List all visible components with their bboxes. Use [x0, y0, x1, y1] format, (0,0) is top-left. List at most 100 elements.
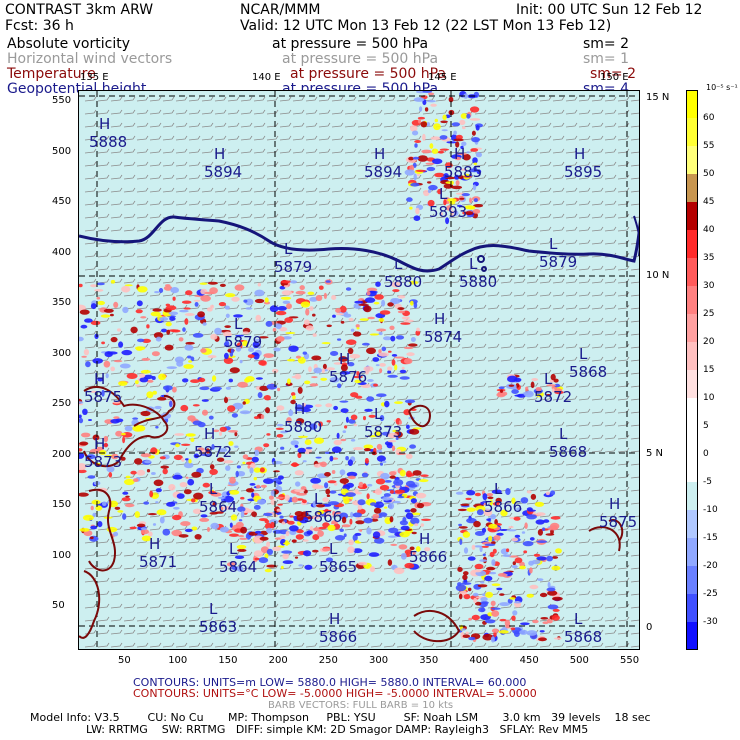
- vorticity-cell: [124, 478, 135, 486]
- wind-barb: [578, 96, 591, 102]
- vorticity-cell: [147, 513, 157, 516]
- wind-barb: [162, 161, 175, 167]
- wind-barb: [97, 343, 110, 349]
- vorticity-cell: [500, 509, 508, 517]
- vorticity-cell: [110, 279, 116, 284]
- vorticity-cell: [397, 496, 405, 499]
- wind-barb: [175, 629, 188, 635]
- vorticity-cell: [82, 408, 88, 415]
- wind-barb: [630, 229, 639, 232]
- vorticity-cell: [253, 477, 257, 481]
- wind-barb: [201, 161, 214, 167]
- vorticity-cell: [552, 608, 560, 612]
- wind-barb: [279, 213, 292, 219]
- wind-barb: [292, 122, 305, 128]
- height-label-value: 5873: [84, 453, 122, 471]
- wind-barb: [500, 213, 513, 219]
- wind-barb: [578, 629, 591, 635]
- wind-barb: [578, 616, 591, 622]
- wind-barb: [474, 96, 487, 102]
- vorticity-cell: [239, 537, 248, 540]
- vorticity-cell: [383, 493, 391, 497]
- wind-barb: [110, 512, 123, 518]
- vorticity-cell: [228, 441, 234, 446]
- vorticity-cell: [324, 472, 331, 477]
- wind-barb: [565, 96, 578, 102]
- vorticity-cell: [347, 459, 353, 467]
- wind-barb: [617, 564, 630, 570]
- wind-barb: [201, 148, 214, 154]
- vorticity-cell: [310, 477, 321, 484]
- vorticity-cell: [474, 492, 481, 497]
- wind-barb: [279, 187, 292, 193]
- wind-barb: [149, 460, 162, 466]
- vorticity-cell: [387, 535, 398, 538]
- wind-barb: [214, 291, 227, 297]
- wind-barb: [227, 629, 240, 635]
- wind-barb: [552, 278, 565, 284]
- wind-barb: [214, 421, 227, 427]
- y-tick-label: 100: [52, 549, 72, 561]
- wind-barb: [227, 252, 240, 258]
- wind-barb: [526, 122, 539, 128]
- wind-barb: [552, 343, 565, 349]
- wind-barb: [266, 226, 279, 232]
- wind-barb: [565, 512, 578, 518]
- wind-barb: [110, 109, 123, 115]
- wind-barb: [526, 187, 539, 193]
- vorticity-cell: [297, 386, 303, 394]
- x-tick-label: 200: [268, 655, 288, 666]
- vorticity-cell: [210, 333, 218, 340]
- wind-barb: [240, 421, 253, 427]
- vorticity-cell: [379, 503, 383, 506]
- wind-barb: [370, 577, 383, 583]
- wind-barb: [552, 421, 565, 427]
- vorticity-cell: [281, 521, 286, 525]
- vorticity-cell: [168, 484, 176, 491]
- vorticity-cell: [161, 328, 167, 333]
- vorticity-cell: [303, 550, 312, 557]
- wind-barb: [422, 460, 435, 466]
- lon-label: 150 E: [600, 72, 629, 83]
- wind-barb: [474, 447, 487, 453]
- wind-barb: [266, 109, 279, 115]
- vorticity-cell: [411, 531, 417, 535]
- wind-barb: [162, 616, 175, 622]
- vorticity-cell: [135, 384, 141, 387]
- vorticity-cell: [460, 503, 470, 506]
- wind-barb: [175, 330, 188, 336]
- vorticity-cell: [280, 280, 291, 284]
- wind-barb: [214, 577, 227, 583]
- wind-barb: [188, 200, 201, 206]
- wind-barb: [227, 538, 240, 544]
- vorticity-cell: [110, 366, 115, 372]
- wind-barb: [357, 135, 370, 141]
- wind-barb: [110, 148, 123, 154]
- wind-barb: [344, 291, 357, 297]
- wind-barb: [214, 369, 227, 375]
- vorticity-cell: [294, 404, 304, 412]
- wind-barb: [448, 603, 461, 609]
- vorticity-cell: [289, 280, 298, 284]
- wind-barb: [344, 161, 357, 167]
- vorticity-cell: [158, 373, 167, 381]
- wind-barb: [383, 239, 396, 245]
- vorticity-cell: [329, 490, 337, 494]
- vorticity-cell: [438, 150, 444, 154]
- wind-barb: [578, 330, 591, 336]
- vorticity-cell: [462, 574, 468, 581]
- colorbar-segment: [686, 202, 698, 230]
- vorticity-cell: [423, 189, 430, 197]
- wind-barb: [84, 603, 97, 609]
- wind-barb: [383, 343, 396, 349]
- wind-barb: [253, 122, 266, 128]
- vorticity-cell: [397, 307, 405, 311]
- vorticity-cell: [79, 414, 82, 419]
- vorticity-cell: [410, 498, 417, 504]
- vorticity-cell: [512, 561, 516, 566]
- vorticity-cell: [248, 347, 255, 353]
- vorticity-cell: [409, 546, 415, 551]
- wind-barb: [331, 200, 344, 206]
- wind-barb: [240, 564, 253, 570]
- vorticity-cell: [228, 378, 233, 383]
